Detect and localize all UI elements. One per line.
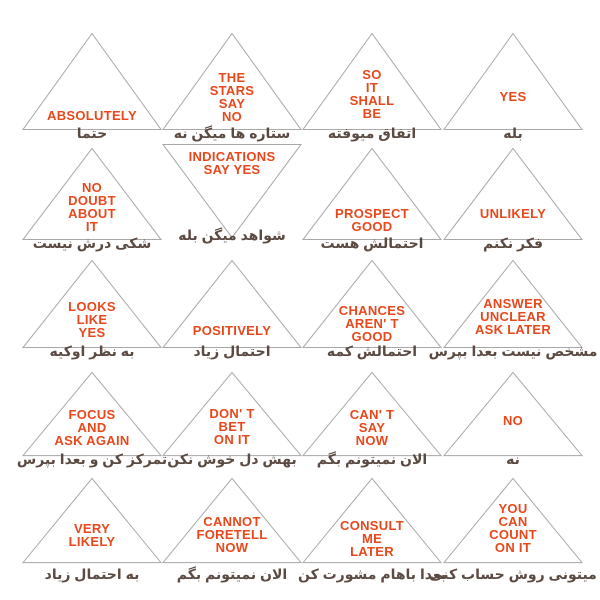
answer-persian: میتونی روش حساب کنی xyxy=(429,566,597,582)
answer-english: SO IT SHALL BE xyxy=(349,67,395,121)
answer-persian: الان نمیتونم بگم xyxy=(316,451,428,467)
answer-triangle-answer-unclear-ask-later: ANSWER UNCLEAR ASK LATER مشخص نیست بعدا … xyxy=(429,260,597,359)
triangle-up-icon xyxy=(443,148,583,240)
answer-persian: حتما xyxy=(76,125,108,141)
triangle-up-icon xyxy=(302,372,442,456)
triangle-up-icon xyxy=(302,260,442,348)
triangle-up-icon xyxy=(162,33,302,130)
answer-english: CANNOT FORETELL NOW xyxy=(196,514,268,555)
answer-english: NO xyxy=(502,413,524,428)
answer-triangle-absolutely: ABSOLUTELY حتما xyxy=(22,33,162,141)
answer-triangle-no: NO نه xyxy=(443,372,583,467)
answer-persian: تمرکز کن و بعدا بپرس xyxy=(16,451,168,467)
answer-english: UNLIKELY xyxy=(479,206,547,221)
answer-triangle-cant-say-now: CAN' T SAY NOW الان نمیتونم بگم xyxy=(302,372,442,467)
answer-english: DON' T BET ON IT xyxy=(209,406,255,447)
answer-persian: مشخص نیست بعدا بپرس xyxy=(428,343,598,359)
triangle-up-icon xyxy=(22,260,162,348)
triangle-up-icon xyxy=(443,33,583,130)
answer-triangle-cannot-foretell-now: CANNOT FORETELL NOW الان نمیتونم بگم xyxy=(162,478,302,582)
answer-english: VERY LIKELY xyxy=(68,521,116,549)
answer-english: NO DOUBT ABOUT IT xyxy=(68,180,116,234)
answer-triangle-the-stars-say-no: THE STARS SAY NO ستاره ها میگن نه xyxy=(162,33,302,141)
answer-triangle-chances-arent-good: CHANCES AREN' T GOOD احتمالش کمه xyxy=(302,260,442,359)
answer-persian: به نظر اوکیه xyxy=(49,343,135,359)
answer-english: CAN' T SAY NOW xyxy=(349,407,395,448)
answer-persian: به احتمال زیاد xyxy=(44,566,140,582)
answer-triangle-you-can-count-on-it: YOU CAN COUNT ON IT میتونی روش حساب کنی xyxy=(429,478,597,582)
answer-english: POSITIVELY xyxy=(192,323,272,338)
answer-english: INDICATIONS SAY YES xyxy=(188,149,276,177)
answer-triangle-so-it-shall-be: SO IT SHALL BE اتفاق میوفته xyxy=(302,33,442,141)
answer-triangle-consult-me-later: CONSULT ME LATER بعدا باهام مشورت کن xyxy=(298,478,446,582)
answer-triangle-unlikely: UNLIKELY فکر نکنم xyxy=(443,148,583,251)
answer-english: YOU CAN COUNT ON IT xyxy=(489,501,537,555)
answer-persian: بعدا باهام مشورت کن xyxy=(297,566,446,582)
answer-persian: بله xyxy=(503,125,523,141)
triangle-up-icon xyxy=(162,478,302,563)
triangle-up-icon xyxy=(162,260,302,348)
answer-persian: شکی درش نیست xyxy=(32,235,152,251)
answer-triangle-very-likely: VERY LIKELY به احتمال زیاد xyxy=(22,478,162,582)
answer-triangle-positively: POSITIVELY احتمال زیاد xyxy=(162,260,302,359)
answer-persian: احتمالش هست xyxy=(320,235,424,251)
answer-persian: الان نمیتونم بگم xyxy=(176,566,288,582)
answer-english: ANSWER UNCLEAR ASK LATER xyxy=(474,296,552,337)
answer-triangle-prospect-good: PROSPECT GOOD احتمالش هست xyxy=(302,148,442,251)
triangle-up-icon xyxy=(443,260,583,348)
triangle-up-icon xyxy=(22,478,162,563)
triangle-up-icon xyxy=(22,33,162,130)
answer-english: THE STARS SAY NO xyxy=(209,70,255,124)
answer-persian: ستاره ها میگن نه xyxy=(173,125,291,141)
answer-persian: نه xyxy=(506,451,520,467)
answer-triangle-indications-say-yes: INDICATIONS SAY YES شواهد میگن بله xyxy=(162,144,302,243)
triangle-up-icon xyxy=(22,372,162,456)
answer-english: FOCUS AND ASK AGAIN xyxy=(54,407,130,448)
answer-triangle-looks-like-yes: LOOKS LIKE YES به نظر اوکیه xyxy=(22,260,162,359)
answer-triangle-dont-bet-on-it: DON' T BET ON IT بهش دل خوش نکن xyxy=(162,372,302,467)
answer-english: CHANCES AREN' T GOOD xyxy=(338,303,406,344)
triangle-up-icon xyxy=(302,148,442,240)
answer-persian: شواهد میگن بله xyxy=(178,227,286,243)
triangle-down-icon xyxy=(162,144,302,238)
answer-english: YES xyxy=(499,89,527,104)
triangle-up-icon xyxy=(443,478,583,563)
triangle-up-icon xyxy=(302,478,442,563)
answer-persian: احتمال زیاد xyxy=(193,343,271,359)
answer-persian: بهش دل خوش نکن xyxy=(167,451,297,467)
answer-persian: اتفاق میوفته xyxy=(327,125,417,141)
triangle-up-icon xyxy=(302,33,442,130)
answer-triangle-focus-and-ask-again: FOCUS AND ASK AGAIN تمرکز کن و بعدا بپرس xyxy=(17,372,167,467)
answer-persian: احتمالش کمه xyxy=(326,343,418,359)
answer-english: LOOKS LIKE YES xyxy=(68,299,116,340)
answer-triangle-no-doubt-about-it: NO DOUBT ABOUT IT شکی درش نیست xyxy=(22,148,162,251)
triangle-up-icon xyxy=(162,372,302,456)
triangle-up-icon xyxy=(22,148,162,240)
answer-english: PROSPECT GOOD xyxy=(335,206,409,234)
answer-english: CONSULT ME LATER xyxy=(340,518,404,559)
triangle-up-icon xyxy=(443,372,583,456)
answer-persian: فکر نکنم xyxy=(483,235,543,251)
answer-english: ABSOLUTELY xyxy=(47,108,137,123)
answer-triangle-yes: YES بله xyxy=(443,33,583,141)
